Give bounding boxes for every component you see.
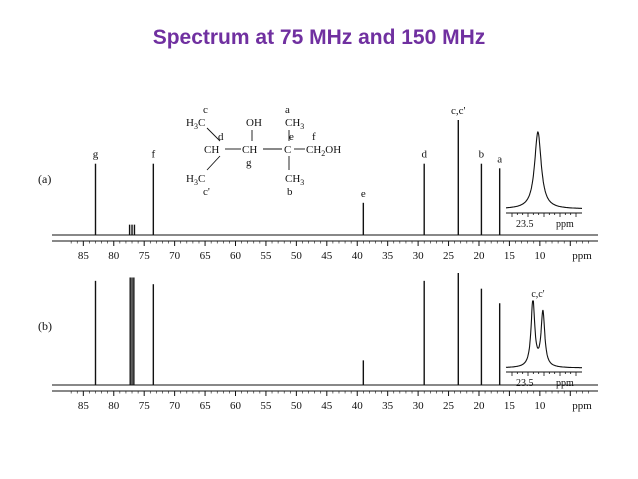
label-f: f [312, 131, 316, 143]
molecule-structure: c a H3C OH CH3 d e f CH CH C CH2OH g H3C… [186, 104, 341, 198]
x-tick-label: 20 [473, 250, 485, 262]
label-b: b [287, 186, 293, 198]
x-tick-label: 60 [230, 400, 242, 412]
x-tick-label: 70 [169, 250, 181, 262]
x-tick-label: 80 [108, 400, 120, 412]
x-tick-label: 40 [352, 250, 364, 262]
inset-peak [505, 300, 582, 369]
x-tick-label: 45 [321, 400, 333, 412]
x-tick-label: 40 [352, 400, 364, 412]
x-tick-label: 30 [413, 400, 425, 412]
x-tick-label: 35 [382, 400, 394, 412]
bond-cprime-d [206, 155, 221, 171]
x-unit-label: ppm [572, 400, 592, 412]
label-e: e [289, 131, 294, 143]
x-tick-label: 20 [473, 400, 485, 412]
panel-label-a: (a) [38, 172, 51, 186]
x-tick-label: 85 [78, 400, 90, 412]
spectrum-panel-b: 85 80 75 70 65 60 55 50 45 40 35 30 25 20 15 10 ppm [52, 273, 598, 412]
peak-label: a [497, 153, 502, 165]
x-tick-label: 45 [321, 250, 333, 262]
inset-tick-label: 23.5 [516, 378, 534, 389]
x-unit-label: ppm [572, 250, 592, 262]
x-tick-label: 75 [139, 400, 151, 412]
inset-tick-label: 23.5 [516, 219, 534, 230]
bond-c-d [206, 127, 221, 142]
x-tick-label: 55 [260, 250, 272, 262]
label-g: g [246, 157, 252, 169]
x-tick-label: 15 [504, 250, 516, 262]
x-tick-label: 25 [443, 250, 455, 262]
x-tick-label: 10 [534, 250, 546, 262]
label-a: a [285, 104, 290, 116]
x-tick-label: 15 [504, 400, 516, 412]
x-tick-label: 55 [260, 400, 272, 412]
x-tick-label: 75 [139, 250, 151, 262]
label-d: d [218, 131, 224, 143]
inset-peak [506, 130, 582, 209]
x-tick-label: 30 [413, 250, 425, 262]
peak-label: e [361, 188, 366, 200]
group-h3c-top: H3C [186, 117, 205, 131]
inset-b: 23.5 ppm c,c' [505, 289, 582, 389]
group-h3c-bottom: H3C [186, 173, 205, 187]
x-tick-label: 10 [534, 400, 546, 412]
x-tick-label: 70 [169, 400, 181, 412]
x-tick-label: 65 [200, 400, 212, 412]
inset-unit-label: ppm [556, 378, 574, 389]
group-ch-d: CH [204, 144, 219, 156]
peak-label: f [151, 149, 155, 161]
group-ch-g: CH [242, 144, 257, 156]
label-c-prime: c' [203, 186, 210, 198]
x-tick-label: 35 [382, 250, 394, 262]
group-ch3-top: CH3 [285, 117, 304, 131]
peak-label: d [421, 149, 427, 161]
x-tick-label: 65 [200, 250, 212, 262]
x-tick-label: 85 [78, 250, 90, 262]
inset-a: 23.5 ppm [506, 130, 582, 230]
slide-title: Spectrum at 75 MHz and 150 MHz [152, 26, 486, 49]
group-c-e: C [284, 144, 291, 156]
x-tick-label: 50 [291, 250, 303, 262]
x-tick-label: 80 [108, 250, 120, 262]
x-tick-label: 60 [230, 250, 242, 262]
peak-label: c,c' [451, 105, 466, 117]
peak-label: g [93, 149, 99, 161]
panel-label-b: (b) [38, 319, 52, 333]
inset-peak-label: c,c' [531, 289, 544, 300]
x-tick-label: 25 [443, 400, 455, 412]
group-ch2oh: CH2OH [306, 144, 341, 158]
group-oh: OH [246, 117, 262, 129]
x-tick-label: 50 [291, 400, 303, 412]
group-ch3-bottom: CH3 [285, 173, 304, 187]
peak-label: b [479, 149, 485, 161]
inset-unit-label: ppm [556, 219, 574, 230]
label-c: c [203, 104, 208, 116]
